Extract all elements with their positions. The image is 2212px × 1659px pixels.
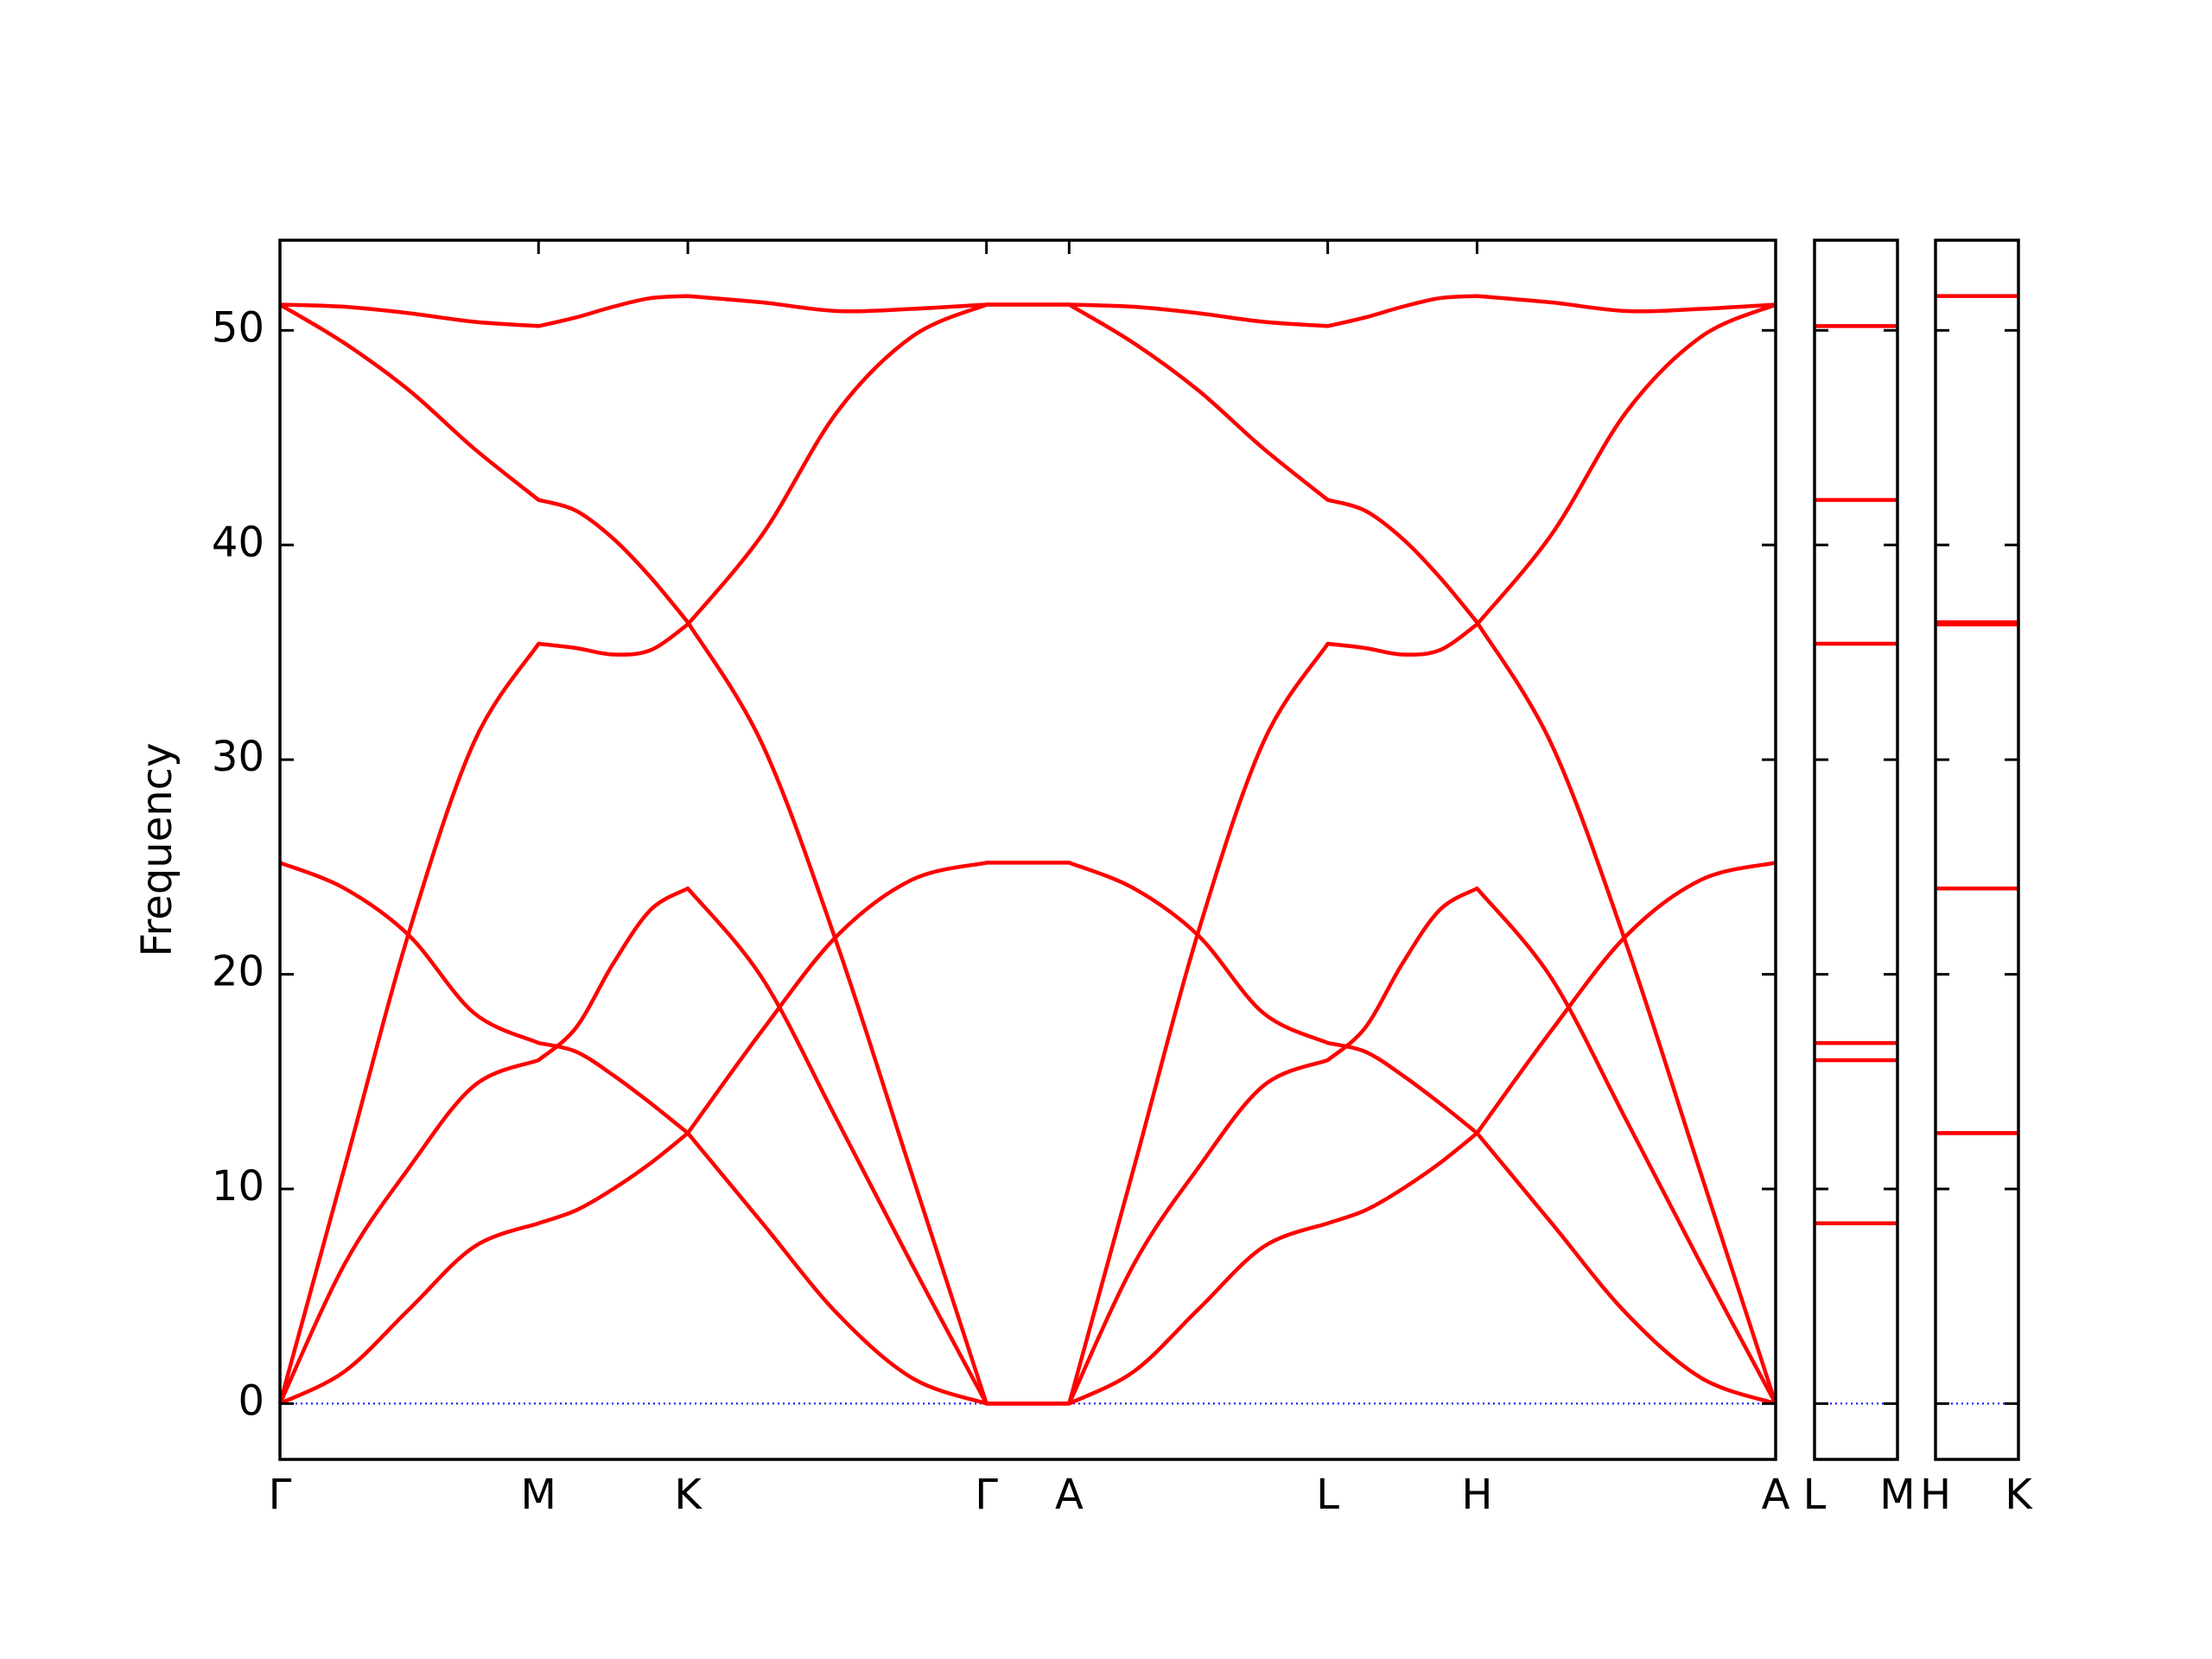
y-axis-label: Frequency xyxy=(133,743,181,957)
band-line xyxy=(277,302,1778,1405)
x-tick-label: H xyxy=(1920,1471,1951,1519)
x-tick-label: A xyxy=(1055,1471,1084,1519)
x-tick-label: A xyxy=(1762,1471,1790,1519)
x-tick-label: Γ xyxy=(975,1471,998,1519)
y-tick-label: 30 xyxy=(212,733,264,781)
x-tick-label: L xyxy=(1316,1471,1339,1519)
x-tick-label: Γ xyxy=(269,1471,292,1519)
y-tick-label: 10 xyxy=(212,1162,264,1211)
y-tick-label: 40 xyxy=(212,518,264,567)
y-tick-label: 50 xyxy=(212,303,264,352)
x-tick-label: H xyxy=(1461,1471,1492,1519)
y-tick-label: 0 xyxy=(238,1376,264,1425)
axes-frame xyxy=(1934,238,2020,1461)
axes-frame xyxy=(1813,238,1899,1461)
y-tick-label: 20 xyxy=(212,948,264,996)
band-line xyxy=(278,861,1777,1406)
x-tick-label: L xyxy=(1803,1471,1827,1519)
x-tick-label: M xyxy=(521,1471,556,1519)
axes-frame xyxy=(278,238,1777,1461)
x-tick-label: K xyxy=(2005,1471,2033,1519)
x-tick-label: M xyxy=(1879,1471,1915,1519)
band-line xyxy=(277,861,1777,1406)
x-tick-label: K xyxy=(674,1471,702,1519)
